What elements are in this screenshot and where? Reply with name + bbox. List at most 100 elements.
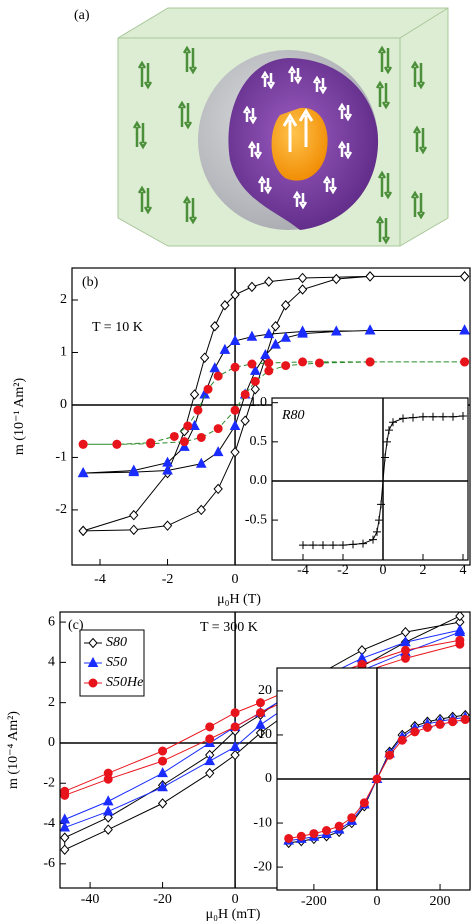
marker xyxy=(349,540,357,549)
marker xyxy=(195,457,207,468)
y-tick-label: 20 xyxy=(258,683,272,698)
marker xyxy=(230,708,240,718)
spin-arrow xyxy=(137,60,153,90)
marker xyxy=(196,432,206,442)
marker xyxy=(400,636,411,647)
marker xyxy=(459,324,470,335)
x-tick-label: 0 xyxy=(232,572,239,587)
chart: -4 -2 0 2 1 0 -1 -2 (b) T = 10 K m (10⁻¹ Am²) μ₀H (… xyxy=(12,267,471,607)
marker xyxy=(263,328,275,339)
marker xyxy=(129,524,139,536)
y-tick-label: 1.0 xyxy=(250,395,268,410)
marker xyxy=(60,821,71,832)
marker xyxy=(264,358,274,368)
spin-arrow xyxy=(410,60,426,90)
marker xyxy=(210,320,220,332)
marker xyxy=(102,805,114,816)
y-tick-label: -6 xyxy=(43,856,55,871)
y-tick-label: 1 xyxy=(60,345,67,360)
y-tick-label: -20 xyxy=(253,859,272,874)
spin-arrow xyxy=(377,170,393,200)
marker xyxy=(199,352,210,363)
marker xyxy=(297,272,308,284)
legend-marker xyxy=(88,637,98,649)
marker xyxy=(400,626,411,638)
marker xyxy=(247,281,257,293)
x-tick-label: -40 xyxy=(81,892,100,907)
marker xyxy=(460,715,470,725)
marker xyxy=(397,735,407,745)
plot-area xyxy=(283,709,470,849)
y-tick-label: 0.0 xyxy=(250,473,268,488)
spin-arrow xyxy=(312,75,328,95)
x-tick-label: 0 xyxy=(380,563,387,578)
inset-background xyxy=(272,398,468,560)
marker xyxy=(369,535,377,544)
spin-arrow xyxy=(377,45,393,75)
spin-arrow xyxy=(410,190,426,220)
marker xyxy=(365,271,375,282)
marker xyxy=(400,653,410,663)
marker xyxy=(385,750,395,760)
x-tick-label: 0 xyxy=(373,894,380,909)
marker xyxy=(250,383,260,395)
marker xyxy=(230,749,240,761)
marker xyxy=(459,271,470,282)
marker xyxy=(435,719,445,729)
y-axis-label: m (10⁻⁴ Am²) xyxy=(6,711,21,789)
marker xyxy=(280,331,292,342)
marker xyxy=(281,361,291,371)
marker xyxy=(230,289,240,301)
marker xyxy=(77,467,89,478)
marker xyxy=(347,813,357,823)
marker xyxy=(158,756,168,766)
series-line xyxy=(82,275,465,532)
marker xyxy=(329,541,337,550)
y-tick-label: -10 xyxy=(253,815,272,830)
marker xyxy=(213,371,223,381)
legend-label: S50 xyxy=(106,655,127,670)
marker xyxy=(297,284,308,295)
marker xyxy=(229,334,241,345)
marker xyxy=(193,405,203,415)
marker xyxy=(449,412,457,421)
spin-arrow xyxy=(132,120,148,150)
chart: -200 0 200 20 10 0 -10 -20 xyxy=(253,667,471,909)
marker xyxy=(379,476,387,485)
marker xyxy=(375,516,383,525)
marker xyxy=(255,698,265,708)
marker xyxy=(309,829,319,839)
marker xyxy=(169,431,179,441)
marker xyxy=(296,831,306,841)
marker xyxy=(331,273,341,285)
legend-marker xyxy=(87,656,99,667)
marker xyxy=(383,437,391,446)
marker xyxy=(158,746,168,756)
x-tick-label: -20 xyxy=(153,892,172,907)
spin-arrow xyxy=(337,102,353,122)
y-tick-label: 2 xyxy=(60,292,67,307)
marker xyxy=(189,389,200,400)
marker xyxy=(284,833,294,843)
marker xyxy=(399,414,407,423)
legend-label: S50He xyxy=(106,675,143,690)
spin-arrow xyxy=(260,70,276,90)
spin-arrow xyxy=(242,105,258,125)
spin-arrow xyxy=(412,125,428,155)
marker xyxy=(270,320,281,332)
marker xyxy=(439,412,447,421)
marker xyxy=(220,300,230,311)
panel-label: (c) xyxy=(68,618,84,633)
marker xyxy=(240,389,250,399)
marker xyxy=(60,790,70,800)
marker xyxy=(179,437,189,447)
y-tick-label: -0.5 xyxy=(245,512,267,527)
marker xyxy=(213,483,223,495)
plot-frame xyxy=(271,397,469,561)
y-tick-label: 10 xyxy=(258,727,272,742)
marker xyxy=(297,327,308,338)
spin-arrow xyxy=(292,190,308,210)
marker xyxy=(381,453,389,462)
marker xyxy=(322,826,332,836)
